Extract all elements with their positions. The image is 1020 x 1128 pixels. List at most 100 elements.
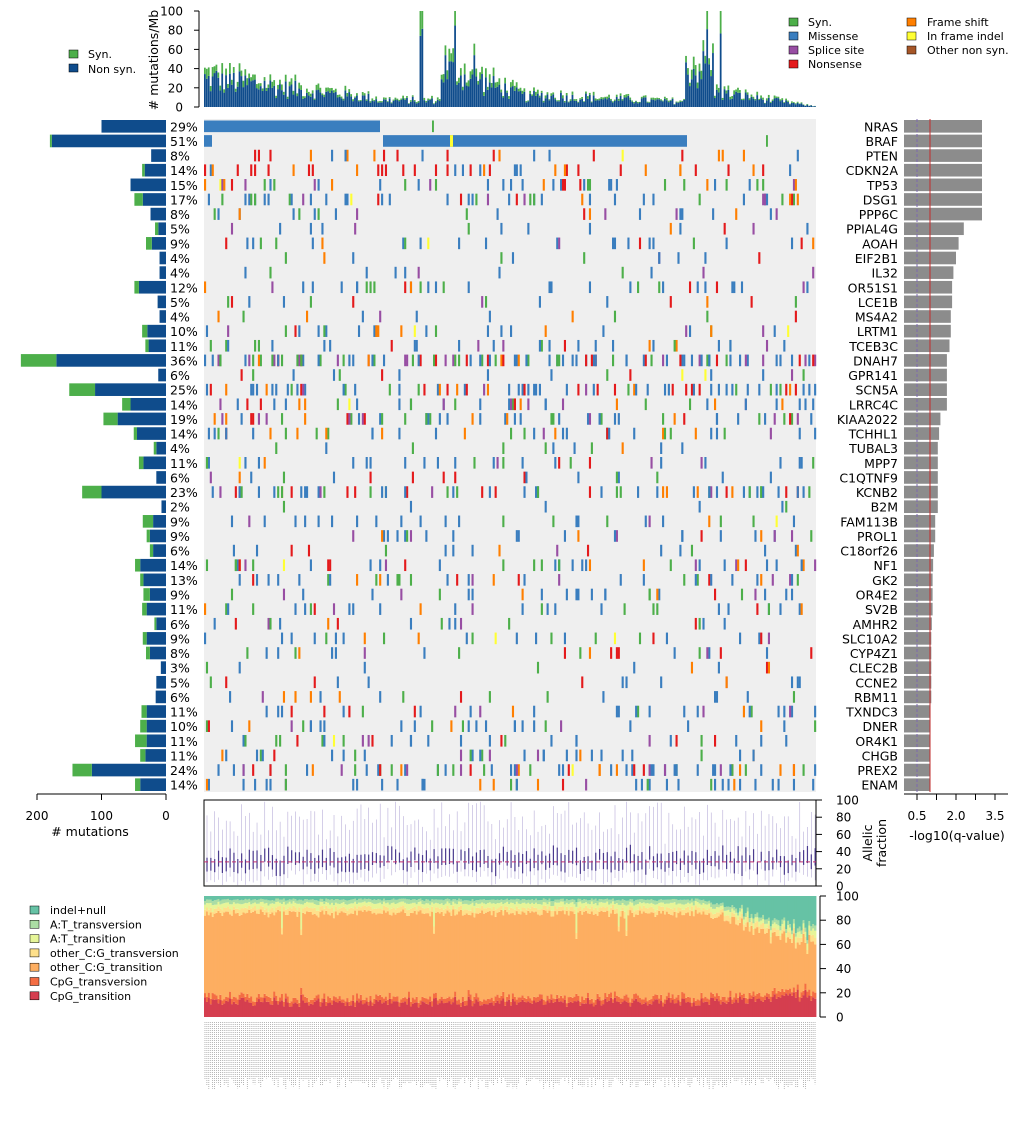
spectrum-tick-label: 100 <box>836 890 859 904</box>
spectrum-segment <box>459 1006 463 1017</box>
spectrum-segment <box>321 905 324 911</box>
spectrum-segment <box>279 1001 282 1017</box>
mutation-cell <box>600 413 603 425</box>
mutation-cell <box>469 354 472 367</box>
mutation-cell <box>267 164 270 177</box>
gene-label-braf: BRAF <box>866 134 899 149</box>
tmb-bar-nonsyn <box>510 87 512 107</box>
spectrum-segment <box>213 900 216 905</box>
spectrum-segment <box>800 934 803 938</box>
qvalue-bars <box>904 120 982 791</box>
spectrum-segment <box>737 919 740 926</box>
mutation-cell <box>382 632 386 645</box>
mutation-cell <box>488 691 491 703</box>
spectrum-segment <box>415 896 419 901</box>
mutation-cell <box>417 383 420 396</box>
spectrum-segment <box>261 896 265 900</box>
mutation-cell <box>269 427 272 440</box>
mutation-cell <box>665 632 669 645</box>
spectrum-segment <box>271 896 274 901</box>
tmb-bar-nonsyn <box>744 92 747 107</box>
spectrum-segment <box>340 903 343 908</box>
spectrum-segment <box>535 911 538 998</box>
mutation-cell <box>550 632 553 645</box>
mutation-cell <box>379 310 382 323</box>
mutation-cell <box>790 413 794 425</box>
spectrum-segment <box>619 916 623 999</box>
mutation-cell <box>558 574 561 586</box>
tmb-bar-nonsyn <box>431 98 433 107</box>
mutation-cell <box>317 486 320 498</box>
spectrum-segment <box>411 1003 415 1017</box>
mutation-cell <box>279 617 282 630</box>
spectrum-segment <box>523 907 526 913</box>
tmb-bar-syn <box>331 87 333 91</box>
mutation-cell <box>652 339 655 352</box>
mutation-cell <box>404 266 407 279</box>
mutation-cell <box>588 281 592 294</box>
mutation-cell <box>230 515 234 528</box>
mutation-cell <box>737 559 740 572</box>
mutation-cell <box>781 398 784 411</box>
mutation-cell <box>298 647 301 659</box>
spectrum-segment <box>259 909 263 998</box>
spectrum-segment <box>760 928 763 997</box>
spectrum-segment <box>737 915 740 920</box>
spectrum-segment <box>336 903 340 910</box>
spectrum-segment <box>750 913 753 918</box>
mutation-cell <box>352 530 355 542</box>
mutation-cell <box>280 354 284 367</box>
spectrum-segment <box>538 900 542 905</box>
mutation-cell <box>642 574 645 586</box>
spectrum-segment <box>444 1002 447 1017</box>
mutation-cell <box>646 778 649 791</box>
spectrum-segment <box>361 899 365 903</box>
spectrum-segment <box>535 1002 538 1017</box>
mutation-cell <box>336 676 339 689</box>
spectrum-segment <box>673 907 676 912</box>
mutation-cell <box>406 764 409 776</box>
gene-label-dsg1: DSG1 <box>863 192 898 207</box>
mutation-cell <box>675 764 678 776</box>
mutation-cell <box>752 222 755 235</box>
spectrum-segment <box>442 900 445 906</box>
spectrum-segment <box>746 999 750 1004</box>
tmb-bar-syn <box>521 90 524 94</box>
spectrum-segment <box>694 1005 698 1017</box>
mutation-cell <box>354 486 357 498</box>
gene-count-bar-nonsyn <box>142 193 166 206</box>
spectrum-segment <box>638 902 642 907</box>
tmb-bar-nonsyn <box>232 72 235 107</box>
tmb-bar-nonsyn <box>242 87 245 107</box>
spectrum-segment <box>288 907 292 911</box>
gene-count-bar-nonsyn <box>149 588 166 601</box>
mutation-cell <box>254 193 257 206</box>
mutation-cell <box>467 720 470 732</box>
spectrum-segment <box>506 898 509 902</box>
spectrum-segment <box>381 900 384 905</box>
tmb-bar-nonsyn <box>663 98 666 107</box>
tmb-bar-nonsyn <box>525 102 528 107</box>
tmb-bar-nonsyn <box>309 96 312 107</box>
mutation-cell <box>325 442 328 454</box>
spectrum-segment <box>583 899 586 904</box>
spectrum-segment <box>527 996 530 1002</box>
spectrum-segment <box>802 933 805 991</box>
spectrum-segment <box>215 908 218 913</box>
tmb-bar-syn <box>583 101 585 102</box>
spectrum-segment <box>406 1004 409 1017</box>
spectrum-segment <box>698 903 701 908</box>
mutation-cell <box>409 734 413 747</box>
spectrum-segment <box>690 1006 694 1017</box>
mutation-cell <box>725 237 728 250</box>
spectrum-segment <box>669 1002 673 1017</box>
mutation-cell <box>302 383 305 396</box>
mutation-cell <box>471 749 474 762</box>
spectrum-segment <box>294 1002 297 1017</box>
spectrum-segment <box>515 901 519 907</box>
mutation-cell <box>523 749 526 762</box>
spectrum-segment <box>656 900 659 905</box>
spectrum-segment <box>677 900 680 904</box>
spectrum-segment <box>529 896 532 900</box>
mutation-cell <box>227 296 230 308</box>
